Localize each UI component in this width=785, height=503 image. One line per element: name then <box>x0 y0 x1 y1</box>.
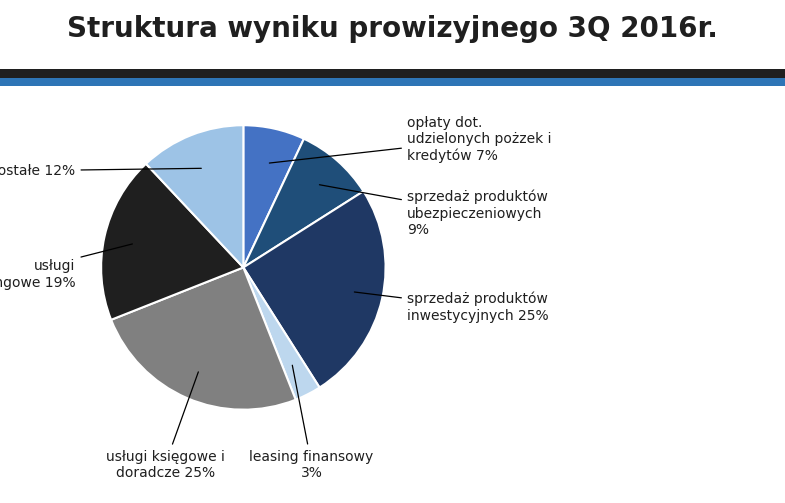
Wedge shape <box>243 139 363 268</box>
Wedge shape <box>146 125 243 268</box>
Text: pozostałe 12%: pozostałe 12% <box>0 164 201 178</box>
Text: sprzedaż produktów
ubezpieczeniowych
9%: sprzedaż produktów ubezpieczeniowych 9% <box>319 185 548 237</box>
Wedge shape <box>111 268 296 409</box>
Text: sprzedaż produktów
inwestycyjnych 25%: sprzedaż produktów inwestycyjnych 25% <box>354 292 549 322</box>
Wedge shape <box>243 191 385 387</box>
Text: usługi
faktoringowe 19%: usługi faktoringowe 19% <box>0 244 133 290</box>
Text: Struktura wyniku prowizyjnego 3Q 2016r.: Struktura wyniku prowizyjnego 3Q 2016r. <box>67 15 718 43</box>
Wedge shape <box>243 268 319 400</box>
Wedge shape <box>243 125 304 268</box>
Text: opłaty dot.
udzielonych pożzek i
kredytów 7%: opłaty dot. udzielonych pożzek i kredytó… <box>269 116 551 163</box>
Wedge shape <box>101 164 243 320</box>
Text: leasing finansowy
3%: leasing finansowy 3% <box>250 365 374 480</box>
Text: usługi księgowe i
doradcze 25%: usługi księgowe i doradcze 25% <box>106 372 225 480</box>
